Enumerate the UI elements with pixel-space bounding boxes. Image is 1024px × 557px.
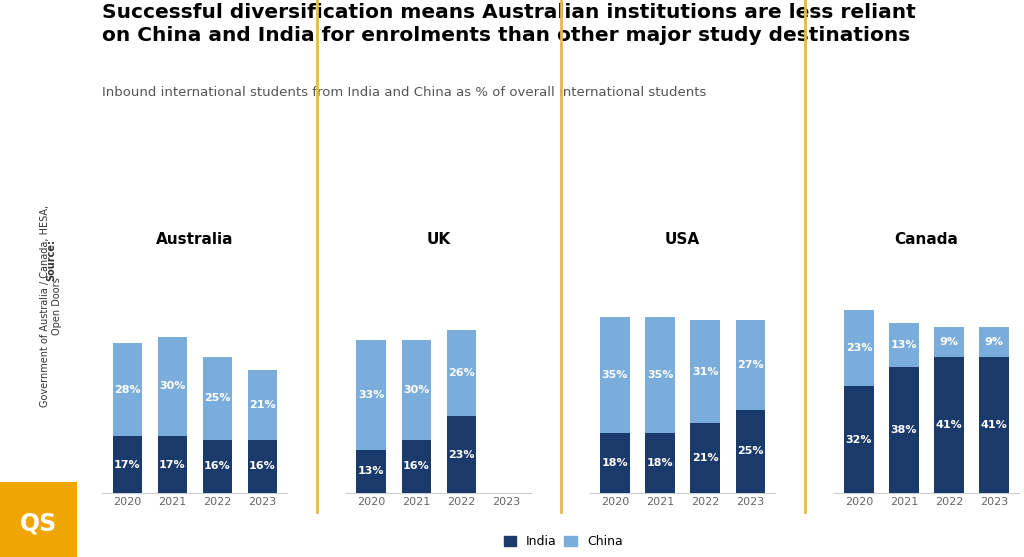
Bar xyxy=(446,330,476,417)
Text: 41%: 41% xyxy=(981,420,1008,430)
Text: 13%: 13% xyxy=(357,466,384,476)
Bar xyxy=(356,340,386,449)
Bar xyxy=(979,356,1009,493)
Text: 30%: 30% xyxy=(403,385,429,395)
Title: Canada: Canada xyxy=(895,232,958,247)
Bar xyxy=(889,367,919,493)
Bar xyxy=(735,320,765,410)
Text: 18%: 18% xyxy=(602,458,629,468)
Bar xyxy=(248,439,278,493)
Bar xyxy=(203,439,232,493)
Bar xyxy=(113,436,142,493)
Text: 23%: 23% xyxy=(447,449,474,460)
Bar xyxy=(113,343,142,436)
Bar xyxy=(844,310,873,387)
Bar xyxy=(645,316,675,433)
Text: 25%: 25% xyxy=(737,446,764,456)
Bar xyxy=(248,370,278,439)
Text: 32%: 32% xyxy=(846,434,872,444)
Text: 9%: 9% xyxy=(940,336,958,346)
Bar xyxy=(401,340,431,439)
Legend: India, China: India, China xyxy=(504,535,623,548)
Bar xyxy=(934,326,964,356)
Text: 35%: 35% xyxy=(602,370,628,380)
Bar xyxy=(690,423,720,493)
Text: QS: QS xyxy=(19,511,57,535)
Text: 33%: 33% xyxy=(358,390,384,400)
Text: Successful diversification means Australian institutions are less reliant
on Chi: Successful diversification means Austral… xyxy=(102,3,916,45)
Text: 17%: 17% xyxy=(159,460,185,470)
Bar xyxy=(844,387,873,493)
Text: 9%: 9% xyxy=(985,336,1004,346)
Bar xyxy=(356,449,386,493)
Bar xyxy=(735,410,765,493)
Text: 21%: 21% xyxy=(249,400,275,410)
Text: 38%: 38% xyxy=(891,425,918,435)
Text: Inbound international students from India and China as % of overall internationa: Inbound international students from Indi… xyxy=(102,86,707,99)
Text: 35%: 35% xyxy=(647,370,673,380)
Bar xyxy=(600,433,630,493)
Text: 27%: 27% xyxy=(737,360,764,370)
Bar xyxy=(203,356,232,439)
Text: 17%: 17% xyxy=(114,460,140,470)
Text: 41%: 41% xyxy=(936,420,963,430)
Text: 31%: 31% xyxy=(692,367,719,377)
Text: 23%: 23% xyxy=(846,343,872,353)
Bar xyxy=(600,316,630,433)
Text: 25%: 25% xyxy=(204,393,230,403)
Title: UK: UK xyxy=(427,232,451,247)
Bar xyxy=(979,326,1009,356)
Text: 16%: 16% xyxy=(204,461,230,471)
Text: 16%: 16% xyxy=(402,461,429,471)
Bar xyxy=(690,320,720,423)
Text: 18%: 18% xyxy=(647,458,674,468)
Text: 16%: 16% xyxy=(249,461,275,471)
Text: 21%: 21% xyxy=(692,453,719,463)
Bar xyxy=(645,433,675,493)
Text: 13%: 13% xyxy=(891,340,918,350)
Bar xyxy=(401,439,431,493)
Bar xyxy=(158,336,187,436)
Bar xyxy=(446,417,476,493)
Bar xyxy=(934,356,964,493)
Text: 30%: 30% xyxy=(159,382,185,392)
Text: 26%: 26% xyxy=(447,368,474,378)
Text: 28%: 28% xyxy=(114,385,140,395)
Title: Australia: Australia xyxy=(156,232,233,247)
Title: USA: USA xyxy=(665,232,700,247)
Text: Government of Australia / Canada, HESA,
Open Doors: Government of Australia / Canada, HESA, … xyxy=(40,206,62,407)
Bar xyxy=(889,323,919,367)
Text: Source:: Source: xyxy=(46,238,56,281)
Bar xyxy=(158,436,187,493)
